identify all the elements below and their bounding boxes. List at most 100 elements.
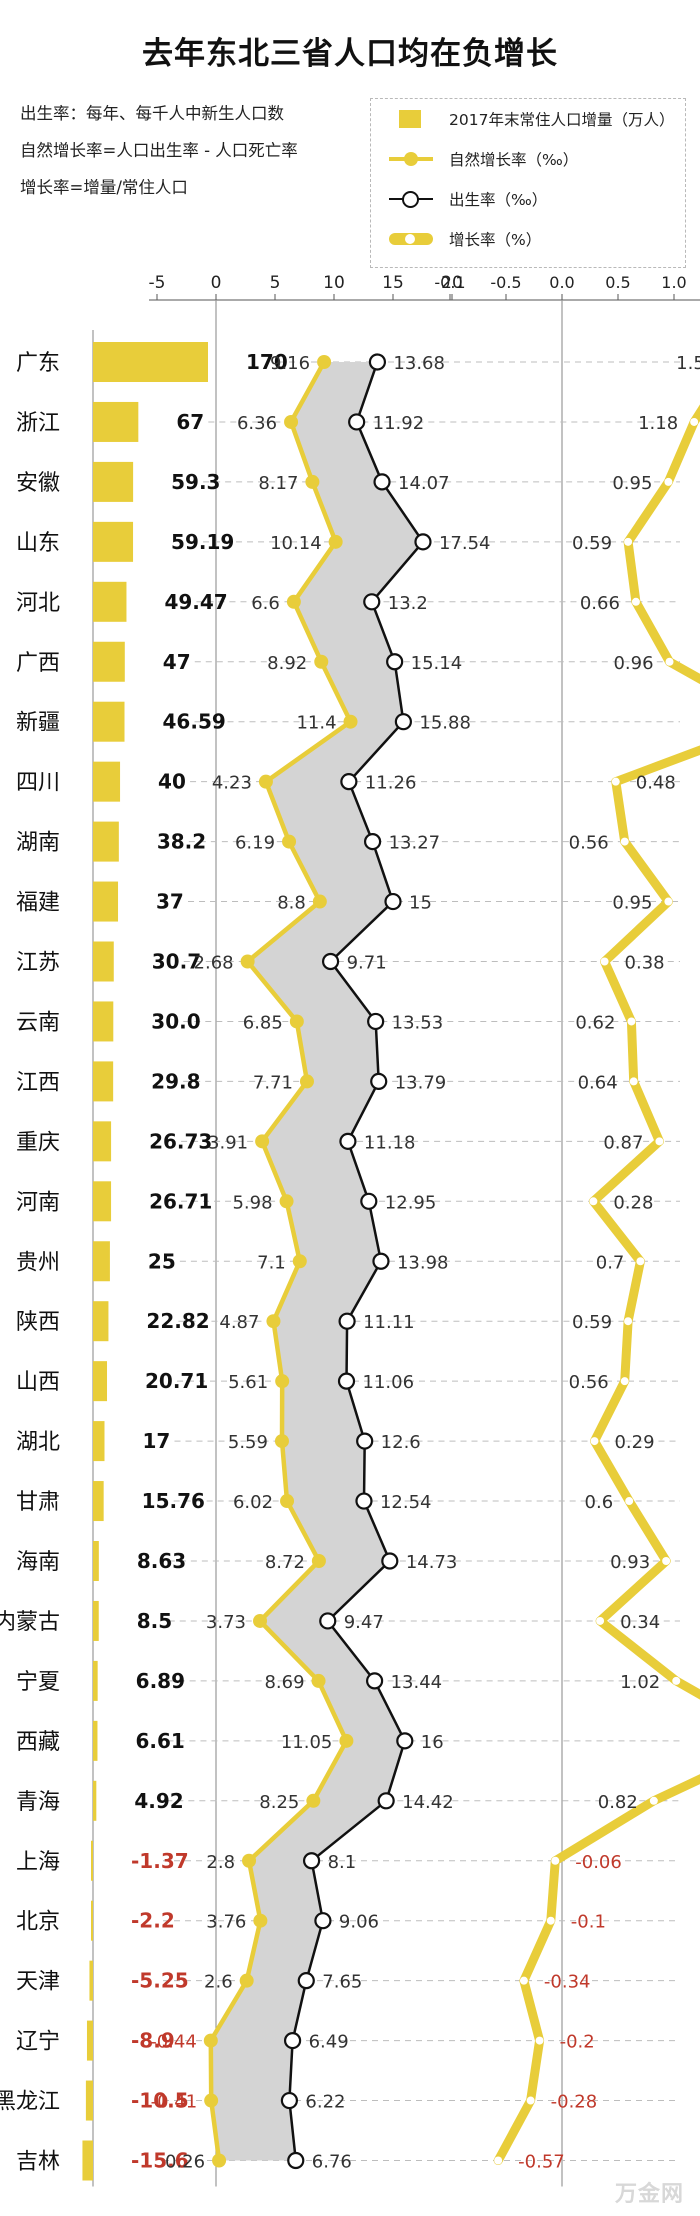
increment-value-label: 15.76 [142,1489,205,1513]
increment-bar [89,1960,93,2001]
growth-rate-label: 0.82 [598,1792,638,1813]
growth-rate-point [624,537,633,546]
increment-bar [93,1001,114,1042]
birth-rate-label: 8.1 [328,1852,357,1873]
natural-growth-label: 7.71 [253,1072,293,1093]
growth-rate-point [649,1796,658,1805]
increment-value-label: -8.9 [131,2029,175,2053]
growth-rate-point [589,1197,598,1206]
category-label: 重庆 [16,1130,60,1155]
birth-rate-point [283,2031,302,2050]
growth-axis-tick-label: 0.0 [549,273,574,292]
natural-growth-label: 2.68 [194,953,234,974]
growth-rate-point [662,1557,671,1565]
birth-rate-label: 6.76 [312,2152,352,2173]
natural-growth-point [317,355,332,369]
increment-bar [93,1421,105,1462]
increment-value-label: 37 [156,890,184,914]
birth-rate-point [356,1432,374,1450]
category-label: 陕西 [16,1310,60,1335]
increment-bar [93,1720,98,1761]
growth-rate-label: 0.29 [614,1432,654,1453]
natural-growth-label: 6.02 [233,1492,273,1513]
growth-rate-point [551,1856,560,1865]
birth-rate-point [367,1012,385,1031]
birth-rate-label: 9.47 [344,1612,384,1633]
natural-growth-label: 6.36 [237,413,277,434]
note-growth-rate: 增长率=增量/常住人口 [20,178,188,197]
category-label: 四川 [16,771,60,796]
natural-growth-label: 8.25 [259,1792,299,1813]
legend-label-natural: 自然增长率（‰） [449,151,579,169]
increment-value-label: 8.63 [137,1549,186,1573]
birth-rate-point [337,1372,356,1390]
growth-rate-point [519,1976,528,1985]
increment-bar [93,1121,112,1162]
increment-value-label: 170 [246,350,288,374]
increment-value-label: 25 [148,1249,176,1273]
legend-label-increment: 2017年末常住人口增量（万人） [449,111,675,129]
increment-value-label: 6.61 [135,1729,184,1753]
natural-growth-point [204,2093,219,2108]
growth-rate-label: 0.95 [612,893,652,914]
birth-rate-label: 16 [421,1732,444,1753]
increment-bar [93,1181,112,1222]
birth-rate-label: 13.2 [388,593,428,614]
natural-growth-label: 6.6 [251,593,280,614]
rate-axis-tick-label: 15 [382,273,404,293]
natural-growth-point [314,654,329,669]
natural-growth-point [253,1613,268,1628]
increment-bar [93,1660,98,1701]
increment-value-label: 17 [143,1429,171,1453]
increment-value-label: 22.82 [146,1309,209,1333]
increment-bar [91,1840,93,1881]
category-label: 海南 [16,1550,60,1575]
natural-growth-label: 11.05 [281,1732,333,1753]
natural-growth-point [289,1014,304,1029]
natural-growth-point [284,414,299,429]
birth-rate-point [394,713,412,731]
watermark: 万金网 [614,2182,684,2207]
increment-bar [91,1900,93,1941]
birth-rate-label: 13.53 [392,1012,444,1033]
natural-growth-label: 6.85 [243,1012,283,1033]
category-label: 吉林 [16,2150,60,2175]
natural-growth-label: -0.44 [150,2032,197,2053]
natural-growth-point [282,834,297,849]
growth-rate-point [690,417,699,426]
increment-bar [93,581,127,622]
birth-rate-label: 13.68 [393,353,445,374]
legend-item-growth: 增长率（%） [385,225,541,253]
growth-rate-label: 0.62 [575,1012,615,1033]
birth-rate-label: 13.98 [397,1252,449,1273]
natural-growth-point [239,1973,254,1988]
birth-rate-point [384,892,402,911]
increment-value-label: -1.37 [131,1849,189,1873]
legend-label-growth: 增长率（%） [449,231,542,249]
rate-axis-tick-label: 20 [441,273,463,293]
natural-growth-point [275,1374,290,1389]
birth-rate-label: 11.06 [363,1372,415,1393]
increment-value-label: 59.19 [171,530,234,554]
increment-value-label: 59.3 [171,470,220,494]
increment-bar [93,342,208,382]
category-label: 青海 [16,1790,60,1815]
note-birth-rate: 出生率：每年、每千人中新生人口数 [20,104,284,123]
natural-growth-point [311,1673,326,1688]
increment-bar [85,2080,93,2121]
growth-rate-label: 0.95 [612,473,652,494]
category-label: 北京 [16,1910,60,1935]
birth-rate-point [348,413,366,431]
category-label: 湖北 [16,1430,60,1455]
increment-value-label: 26.73 [149,1129,212,1153]
growth-rate-point [625,1497,634,1506]
birth-rate-label: 11.92 [373,413,425,434]
growth-rate-point [620,1377,629,1386]
birth-rate-label: 6.49 [309,2032,349,2053]
rate-axis-tick-label: 10 [323,273,345,293]
birth-rate-label: 13.79 [395,1072,447,1093]
natural-growth-label: 8.92 [267,653,307,674]
increment-value-label: 30.7 [152,950,201,974]
growth-rate-label: 0.56 [569,833,609,854]
